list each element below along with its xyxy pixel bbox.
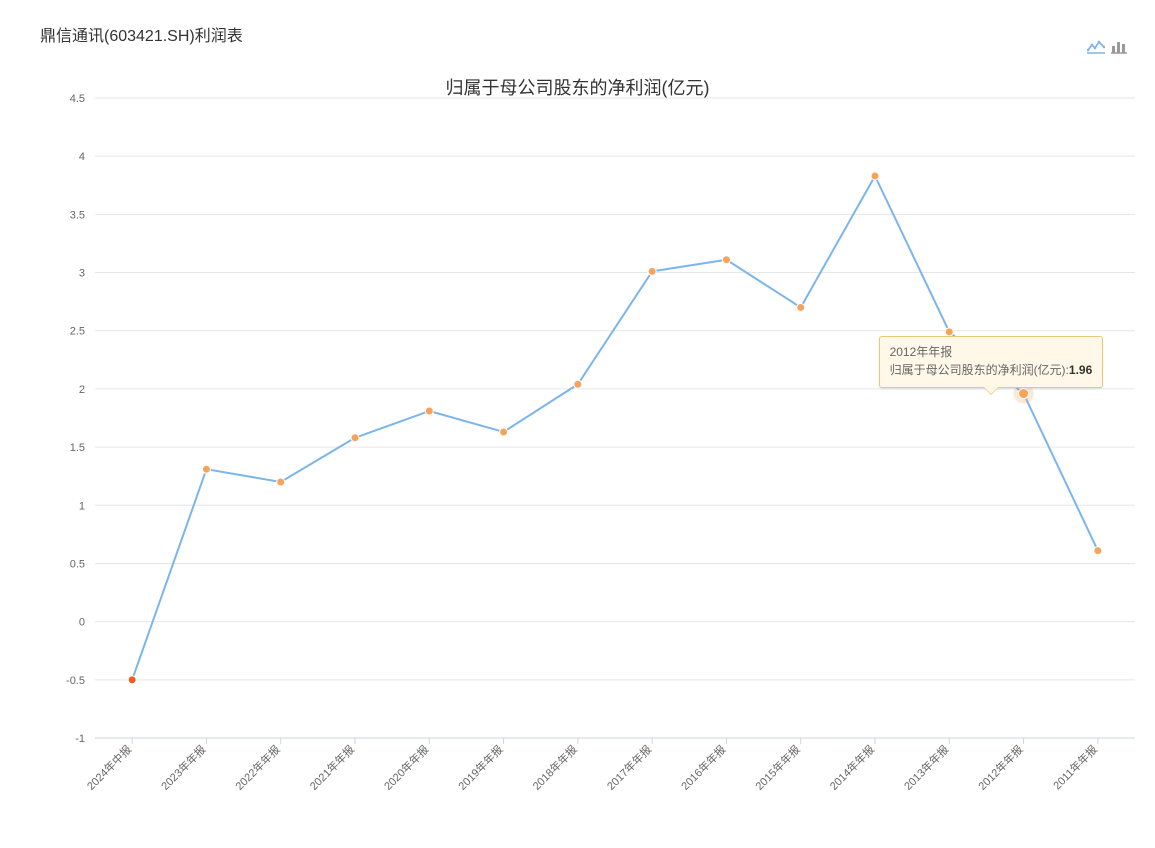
svg-text:1: 1 bbox=[79, 500, 85, 512]
svg-text:2012年年报: 2012年年报 bbox=[975, 742, 1026, 793]
svg-text:4.5: 4.5 bbox=[70, 93, 85, 105]
svg-text:3.5: 3.5 bbox=[70, 209, 85, 221]
svg-text:2011年年报: 2011年年报 bbox=[1050, 742, 1100, 792]
svg-text:2021年年报: 2021年年报 bbox=[307, 742, 358, 793]
svg-text:-1: -1 bbox=[75, 733, 85, 745]
svg-text:2019年年报: 2019年年报 bbox=[455, 742, 506, 793]
svg-text:0: 0 bbox=[79, 617, 85, 629]
svg-text:2016年年报: 2016年年报 bbox=[678, 742, 729, 793]
tooltip: 2012年年报 归属于母公司股东的净利润(亿元):1.96 bbox=[879, 336, 1104, 388]
svg-text:2018年年报: 2018年年报 bbox=[529, 742, 580, 793]
chart-area: -1 -0.5 0 0.5 1 1.5 2 2.5 3 3.5 4 4.5 2024年中报 2023年年报… bbox=[0, 0, 1155, 843]
svg-text:2015年年报: 2015年年报 bbox=[752, 742, 803, 793]
svg-text:2023年年报: 2023年年报 bbox=[158, 742, 209, 793]
svg-text:2.5: 2.5 bbox=[70, 326, 85, 338]
chart-svg: -1 -0.5 0 0.5 1 1.5 2 2.5 3 3.5 4 4.5 2024年中报 2023年年报… bbox=[0, 0, 1155, 843]
tooltip-line2: 归属于母公司股东的净利润(亿元):1.96 bbox=[890, 361, 1093, 379]
svg-text:2014年年报: 2014年年报 bbox=[827, 742, 878, 793]
tooltip-line1: 2012年年报 bbox=[890, 343, 1093, 361]
svg-text:1.5: 1.5 bbox=[70, 442, 85, 454]
svg-text:2: 2 bbox=[79, 384, 85, 396]
svg-text:2013年年报: 2013年年报 bbox=[901, 742, 952, 793]
svg-text:4: 4 bbox=[79, 151, 85, 163]
svg-text:2017年年报: 2017年年报 bbox=[604, 742, 655, 793]
svg-text:0.5: 0.5 bbox=[70, 558, 85, 570]
svg-text:2022年年报: 2022年年报 bbox=[232, 742, 283, 793]
svg-text:3: 3 bbox=[79, 268, 85, 280]
svg-text:2024年中报: 2024年中报 bbox=[84, 742, 135, 793]
svg-text:2020年年报: 2020年年报 bbox=[381, 742, 432, 793]
svg-text:-0.5: -0.5 bbox=[66, 675, 85, 687]
